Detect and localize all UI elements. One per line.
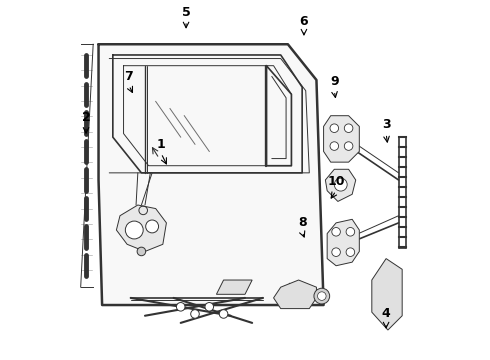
Text: 4: 4 — [382, 307, 391, 320]
Text: 2: 2 — [82, 111, 91, 124]
Text: 8: 8 — [298, 216, 306, 229]
Polygon shape — [372, 258, 402, 330]
Polygon shape — [325, 169, 356, 202]
Circle shape — [176, 302, 185, 311]
Circle shape — [344, 124, 353, 132]
Polygon shape — [323, 116, 359, 162]
Circle shape — [137, 247, 146, 256]
Circle shape — [146, 220, 159, 233]
Circle shape — [205, 302, 214, 311]
Text: 5: 5 — [182, 6, 191, 19]
Circle shape — [330, 142, 339, 150]
Polygon shape — [98, 44, 323, 305]
Text: 1: 1 — [157, 138, 166, 151]
Text: 7: 7 — [124, 70, 133, 83]
Circle shape — [332, 248, 341, 256]
Text: 6: 6 — [299, 14, 308, 27]
Circle shape — [346, 248, 355, 256]
Circle shape — [191, 310, 199, 318]
Circle shape — [125, 221, 143, 239]
Circle shape — [346, 228, 355, 236]
Circle shape — [318, 292, 326, 300]
Text: 3: 3 — [382, 118, 391, 131]
Polygon shape — [327, 219, 359, 266]
Text: 10: 10 — [327, 175, 345, 188]
Text: 9: 9 — [330, 75, 339, 88]
Polygon shape — [117, 205, 167, 251]
Circle shape — [314, 288, 330, 304]
Circle shape — [330, 124, 339, 132]
Circle shape — [344, 142, 353, 150]
Circle shape — [220, 310, 228, 318]
Polygon shape — [273, 280, 317, 309]
Polygon shape — [217, 280, 252, 294]
Circle shape — [334, 178, 347, 191]
Circle shape — [332, 228, 341, 236]
